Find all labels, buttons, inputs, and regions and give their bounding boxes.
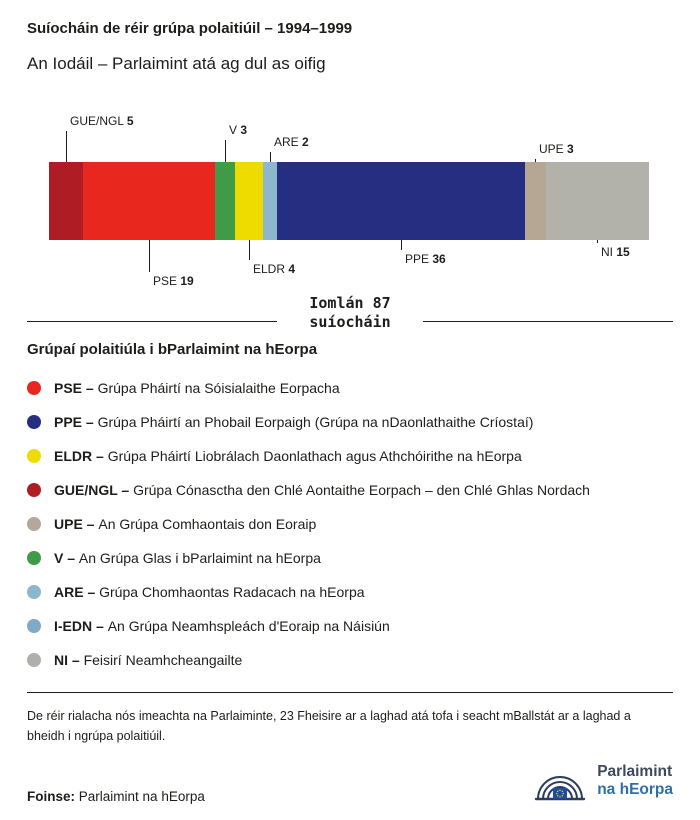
legend-label-ppe: PPE – Grúpa Pháirtí an Phobail Eorpaigh … xyxy=(54,414,534,430)
footer-divider xyxy=(27,692,673,693)
divider-left xyxy=(27,321,278,322)
bar-segment-pse xyxy=(83,162,215,240)
legend-dot-v xyxy=(27,551,41,565)
legend-label-pse: PSE – Grúpa Pháirtí na Sóisialaithe Eorp… xyxy=(54,380,340,396)
legend-label-i-edn: I-EDN – An Grúpa Neamhspleách d'Eoraip n… xyxy=(54,618,390,634)
legend-item-ppe: PPE – Grúpa Pháirtí an Phobail Eorpaigh … xyxy=(27,405,673,439)
divider-right xyxy=(422,321,673,322)
legend-item-gue-ngl: GUE/NGL – Grúpa Cónasctha den Chlé Aonta… xyxy=(27,473,673,507)
ep-hemicycle-icon xyxy=(535,776,586,801)
bottom-row: Foinse: Parlaimint na hEorpa xyxy=(27,756,673,812)
callout-label-ni: NI 15 xyxy=(601,245,630,259)
legend-dot-gue-ngl xyxy=(27,483,41,497)
ep-logo-wordmark: Parlaimint na hEorpa xyxy=(597,763,673,799)
callout-label-are: ARE 2 xyxy=(274,135,309,149)
legend-dot-eldr xyxy=(27,449,41,463)
eu-flag xyxy=(553,788,568,799)
bar-segment-v xyxy=(214,162,236,240)
legend-label-are: ARE – Grúpa Chomhaontas Radacach na hEor… xyxy=(54,584,365,600)
callout-label-eldr: ELDR 4 xyxy=(253,262,296,276)
legend-label-ni: NI – Feisirí Neamhcheangailte xyxy=(54,652,243,668)
legend-item-i-edn: I-EDN – An Grúpa Neamhspleách d'Eoraip n… xyxy=(27,609,673,643)
legend-item-are: ARE – Grúpa Chomhaontas Radacach na hEor… xyxy=(27,575,673,609)
legend-label-eldr: ELDR – Grúpa Pháirtí Liobrálach Daonlath… xyxy=(54,448,522,464)
legend-item-pse: PSE – Grúpa Pháirtí na Sóisialaithe Eorp… xyxy=(27,371,673,405)
footnote: De réir rialacha nós imeachta na Parlaim… xyxy=(27,709,631,743)
source-label: Foinse: xyxy=(27,789,76,804)
callout-line-pse xyxy=(149,240,150,272)
bar-segment-ni xyxy=(545,162,649,240)
bar-segment-upe xyxy=(524,162,546,240)
legend-label-gue-ngl: GUE/NGL – Grúpa Cónasctha den Chlé Aonta… xyxy=(54,482,590,498)
legend-label-v: V – An Grúpa Glas i bParlaimint na hEorp… xyxy=(54,550,321,566)
ep-logo-line2: na hEorpa xyxy=(597,781,673,798)
legend-title: Grúpaí polaitiúla i bParlaimint na hEorp… xyxy=(27,341,318,358)
ep-logo: Parlaimint na hEorpa xyxy=(533,758,673,804)
callout-label-v: V 3 xyxy=(229,123,248,137)
callout-line-ppe xyxy=(401,240,402,250)
source: Foinse: Parlaimint na hEorpa xyxy=(27,789,205,804)
callout-label-ppe: PPE 36 xyxy=(405,252,446,266)
seat-chart: GUE/NGL 5 PSE 19 V 3 ELDR 4 ARE 2 PPE 36 UPE 3… xyxy=(0,110,700,340)
bar-segment-eldr xyxy=(235,162,263,240)
legend-item-upe: UPE – An Grúpa Comhaontais don Eoraip xyxy=(27,507,673,541)
callout-line-v xyxy=(225,140,226,162)
legend-dot-i-edn xyxy=(27,619,41,633)
total-seats: Iomlán 87 suíocháin xyxy=(277,294,422,332)
legend-label-upe: UPE – An Grúpa Comhaontais don Eoraip xyxy=(54,516,317,532)
callout-line-eldr xyxy=(249,240,250,260)
stacked-bar xyxy=(49,162,649,240)
header: Suíocháin de réir grúpa polaitiúil – 199… xyxy=(27,20,673,74)
ep-logo-line1: Parlaimint xyxy=(597,763,673,780)
eu-flag-stars xyxy=(556,789,565,798)
callout-label-gue-ngl: GUE/NGL 5 xyxy=(70,114,134,128)
legend-dot-are xyxy=(27,585,41,599)
legend-item-v: V – An Grúpa Glas i bParlaimint na hEorp… xyxy=(27,541,673,575)
legend-item-ni: NI – Feisirí Neamhcheangailte xyxy=(27,643,673,677)
legend-dot-ppe xyxy=(27,415,41,429)
legend-items: PSE – Grúpa Pháirtí na Sóisialaithe Eorp… xyxy=(27,371,673,677)
legend-item-eldr: ELDR – Grúpa Pháirtí Liobrálach Daonlath… xyxy=(27,439,673,473)
bar-segment-ppe xyxy=(276,162,525,240)
total-row: Iomlán 87 suíocháin xyxy=(27,294,673,332)
callout-line-upe xyxy=(535,159,536,162)
total-seats-line1: Iomlán 87 xyxy=(309,294,391,312)
callout-line-gue-ngl xyxy=(66,131,67,162)
bar-segment-are xyxy=(262,162,277,240)
callout-line-ni xyxy=(597,240,598,243)
page-subtitle: An Iodáil – Parlaimint atá ag dul as oif… xyxy=(27,54,326,73)
total-seats-line2: suíocháin xyxy=(309,313,391,331)
callout-label-upe: UPE 3 xyxy=(539,142,574,156)
callout-label-pse: PSE 19 xyxy=(153,274,194,288)
callout-line-are xyxy=(270,152,271,162)
page-title: Suíocháin de réir grúpa polaitiúil – 199… xyxy=(27,20,353,37)
legend: Grúpaí polaitiúla i bParlaimint na hEorp… xyxy=(27,341,673,677)
legend-dot-pse xyxy=(27,381,41,395)
legend-dot-upe xyxy=(27,517,41,531)
bar-segment-gue-ngl xyxy=(49,162,84,240)
source-value: Parlaimint na hEorpa xyxy=(78,789,205,804)
legend-dot-ni xyxy=(27,653,41,667)
